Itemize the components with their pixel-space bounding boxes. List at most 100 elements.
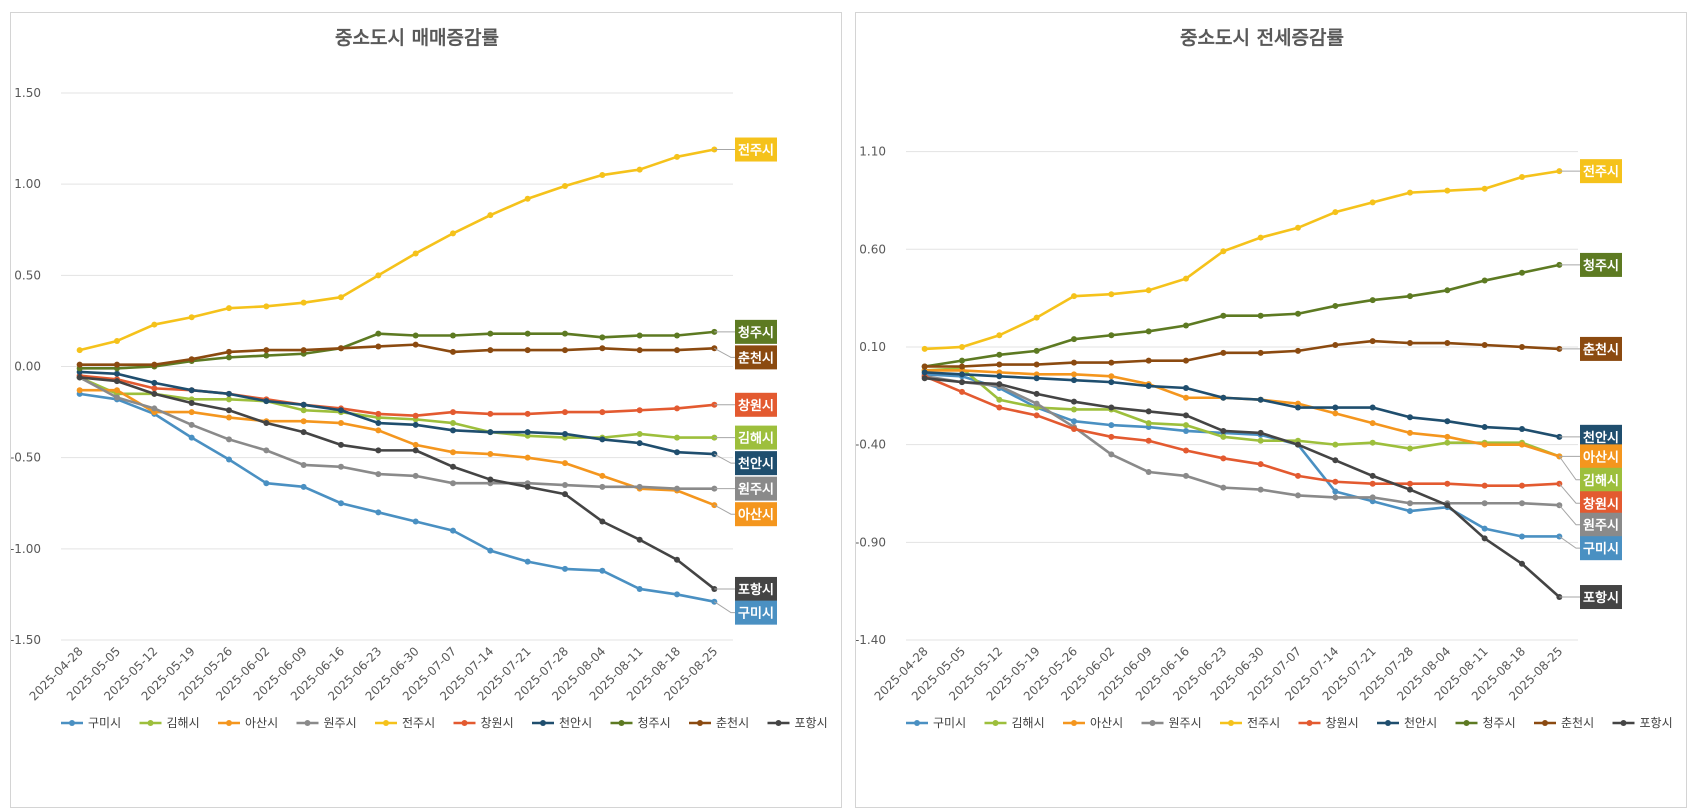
data-point	[959, 357, 965, 364]
end-label-box	[735, 345, 777, 370]
data-point	[1444, 287, 1451, 294]
data-point	[1183, 427, 1189, 434]
data-point	[487, 451, 494, 458]
end-label-box	[735, 451, 777, 476]
data-point	[1257, 349, 1264, 356]
end-label: 원주시	[1583, 519, 1619, 534]
data-point	[226, 407, 232, 414]
legend-item: 천안시	[1377, 715, 1437, 730]
data-point	[114, 378, 120, 385]
legend-item: 원주시	[1141, 716, 1202, 730]
end-label: 구미시	[738, 606, 774, 622]
legend-marker	[147, 720, 154, 726]
end-label-box	[1580, 336, 1622, 361]
series-천안시	[76, 368, 718, 458]
data-point	[412, 441, 419, 448]
y-tick-label: 0.50	[14, 268, 41, 282]
data-point	[300, 407, 307, 414]
legend-label: 전주시	[1247, 716, 1280, 730]
data-point	[562, 460, 568, 467]
data-point	[188, 399, 195, 406]
legend-item: 원주시	[296, 716, 357, 730]
data-point	[300, 461, 307, 468]
legend-marker	[1463, 720, 1470, 726]
data-point	[1033, 400, 1040, 407]
data-point	[375, 410, 382, 417]
data-point	[76, 387, 83, 394]
data-point	[524, 195, 531, 202]
series-구미시	[921, 371, 1563, 540]
leader-line	[714, 504, 735, 515]
data-point	[1444, 439, 1451, 446]
end-label: 포항시	[738, 582, 774, 598]
end-label-box	[735, 319, 777, 344]
data-point	[1071, 293, 1077, 300]
data-point	[1071, 426, 1077, 433]
data-point	[1108, 451, 1115, 458]
data-point	[263, 480, 270, 487]
data-point	[1108, 404, 1115, 411]
data-point	[674, 434, 680, 441]
sale-rate-chart: 중소도시 매매증감률 1.50 1.00 0.50 0.00 -0.50 -1.00 -1.5…	[11, 27, 828, 730]
legend-marker	[1228, 720, 1234, 726]
data-point	[1481, 525, 1488, 532]
data-point	[996, 361, 1003, 368]
legend-label: 포항시	[795, 716, 828, 730]
data-point	[375, 272, 382, 279]
chart-title: 중소도시 전세증감률	[1180, 27, 1344, 49]
data-point	[263, 352, 270, 359]
legend-marker	[1385, 720, 1391, 726]
data-point	[188, 356, 195, 363]
legend-marker	[992, 720, 999, 726]
data-point	[450, 480, 456, 487]
data-point	[487, 429, 494, 436]
data-point	[1183, 357, 1189, 364]
leader-line	[1559, 536, 1580, 549]
end-label-box	[1580, 252, 1622, 277]
data-point	[1556, 261, 1563, 268]
end-label-box	[735, 137, 777, 162]
end-label-box	[1580, 159, 1622, 184]
end-label: 김해시	[738, 431, 774, 447]
legend-marker	[1071, 720, 1077, 726]
data-point	[562, 430, 568, 437]
data-point	[487, 476, 494, 483]
end-label: 구미시	[1583, 541, 1619, 557]
data-point	[450, 409, 456, 416]
y-tick-label: 1.10	[859, 145, 886, 159]
y-tick-label: 0.60	[859, 242, 886, 256]
data-point	[1220, 349, 1227, 356]
series-line	[924, 339, 1560, 368]
data-point	[226, 456, 232, 463]
data-point	[1295, 404, 1301, 411]
legend-label: 김해시	[167, 716, 200, 730]
end-label-box	[1580, 585, 1622, 610]
legend-label: 김해시	[1012, 716, 1045, 730]
data-point	[599, 483, 606, 490]
legend-item: 창원시	[453, 716, 514, 730]
data-point	[226, 305, 232, 312]
legend-label: 구미시	[933, 716, 966, 730]
series-청주시	[921, 261, 1563, 370]
legend-label: 춘천시	[1561, 715, 1594, 730]
data-point	[1369, 439, 1376, 446]
legend-marker	[697, 720, 703, 726]
data-point	[263, 447, 270, 454]
data-point	[1183, 422, 1189, 429]
data-point	[1444, 340, 1451, 347]
series-line	[79, 392, 715, 603]
leader-line	[1558, 504, 1580, 526]
data-point	[412, 332, 419, 339]
data-point	[450, 420, 456, 427]
legend-marker	[1149, 720, 1156, 726]
data-point	[1220, 433, 1227, 440]
legend-item: 아산시	[218, 716, 278, 730]
legend-label: 아산시	[1090, 716, 1123, 730]
end-label-box	[735, 600, 777, 625]
data-point	[1481, 342, 1488, 349]
data-point	[1108, 433, 1115, 440]
data-point	[450, 348, 456, 355]
data-point	[1519, 426, 1525, 433]
data-point	[921, 345, 928, 352]
data-point	[1071, 371, 1077, 378]
